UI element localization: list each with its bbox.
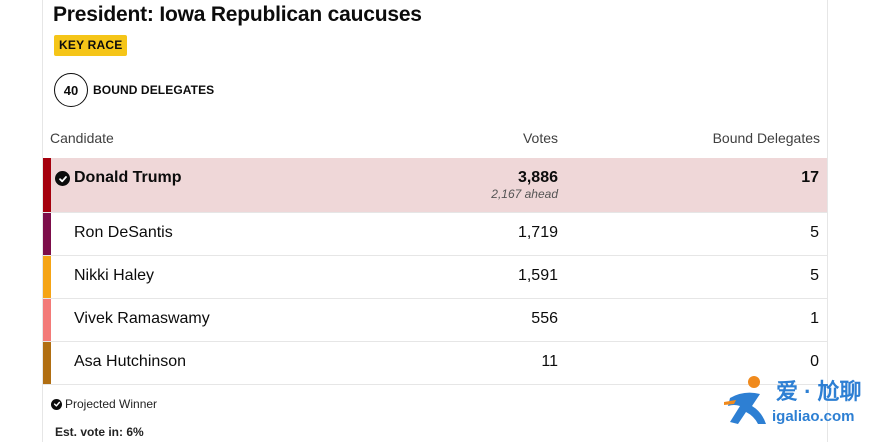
header-candidate: Candidate	[50, 130, 114, 146]
candidate-name: Nikki Haley	[74, 267, 155, 284]
candidate-delegates: 0	[810, 353, 819, 370]
projected-winner-legend: Projected Winner	[51, 397, 157, 411]
results-card	[42, 0, 828, 442]
runner-logo-icon	[724, 376, 766, 424]
candidate-name: Ron DeSantis	[74, 224, 173, 241]
candidate-color-bar	[43, 158, 51, 212]
votes-ahead: 2,167 ahead	[491, 187, 558, 201]
candidate-name: Vivek Ramaswamy	[74, 310, 210, 327]
candidate-votes: 3,886	[517, 169, 558, 186]
watermark-logo: 爱 · 尬聊 igaliao.com	[722, 372, 882, 434]
candidate-row-trump[interactable]: Donald Trump 3,886 2,167 ahead 17	[43, 158, 827, 213]
candidate-row-ramaswamy[interactable]: Vivek Ramaswamy 556 1	[43, 299, 827, 342]
candidate-row-hutchinson[interactable]: Asa Hutchinson 11 0	[43, 342, 827, 385]
candidate-color-bar	[43, 299, 51, 341]
candidate-delegates: 5	[810, 267, 819, 284]
candidate-name: Asa Hutchinson	[74, 353, 187, 370]
delegates-label: BOUND DELEGATES	[93, 83, 215, 97]
delegates-count-circle: 40	[54, 73, 88, 107]
candidate-votes: 1,719	[517, 224, 558, 241]
checkmark-icon	[55, 171, 70, 186]
watermark-url: igaliao.com	[772, 408, 855, 425]
candidate-votes: 556	[531, 310, 558, 327]
candidate-row-desantis[interactable]: Ron DeSantis 1,719 5	[43, 213, 827, 256]
estimated-vote-in: Est. vote in: 6%	[55, 425, 144, 439]
candidate-color-bar	[43, 342, 51, 384]
candidate-votes: 11	[541, 353, 558, 370]
candidate-color-bar	[43, 256, 51, 298]
candidate-delegates: 17	[801, 169, 819, 186]
header-votes: Votes	[522, 130, 558, 146]
checkmark-icon	[51, 398, 62, 410]
candidate-delegates: 1	[810, 310, 819, 327]
watermark-text: 爱 · 尬聊	[776, 379, 862, 404]
race-title: President: Iowa Republican caucuses	[53, 3, 422, 26]
candidate-name: Donald Trump	[74, 169, 182, 186]
candidate-color-bar	[43, 213, 51, 255]
candidate-row-haley[interactable]: Nikki Haley 1,591 5	[43, 256, 827, 299]
header-bound-delegates: Bound Delegates	[712, 130, 820, 146]
projected-winner-label: Projected Winner	[65, 397, 158, 411]
key-race-badge: KEY RACE	[54, 35, 128, 56]
candidate-delegates: 5	[810, 224, 819, 241]
bound-delegates-summary: 40 BOUND DELEGATES	[54, 73, 214, 107]
candidate-votes: 1,591	[517, 267, 558, 284]
